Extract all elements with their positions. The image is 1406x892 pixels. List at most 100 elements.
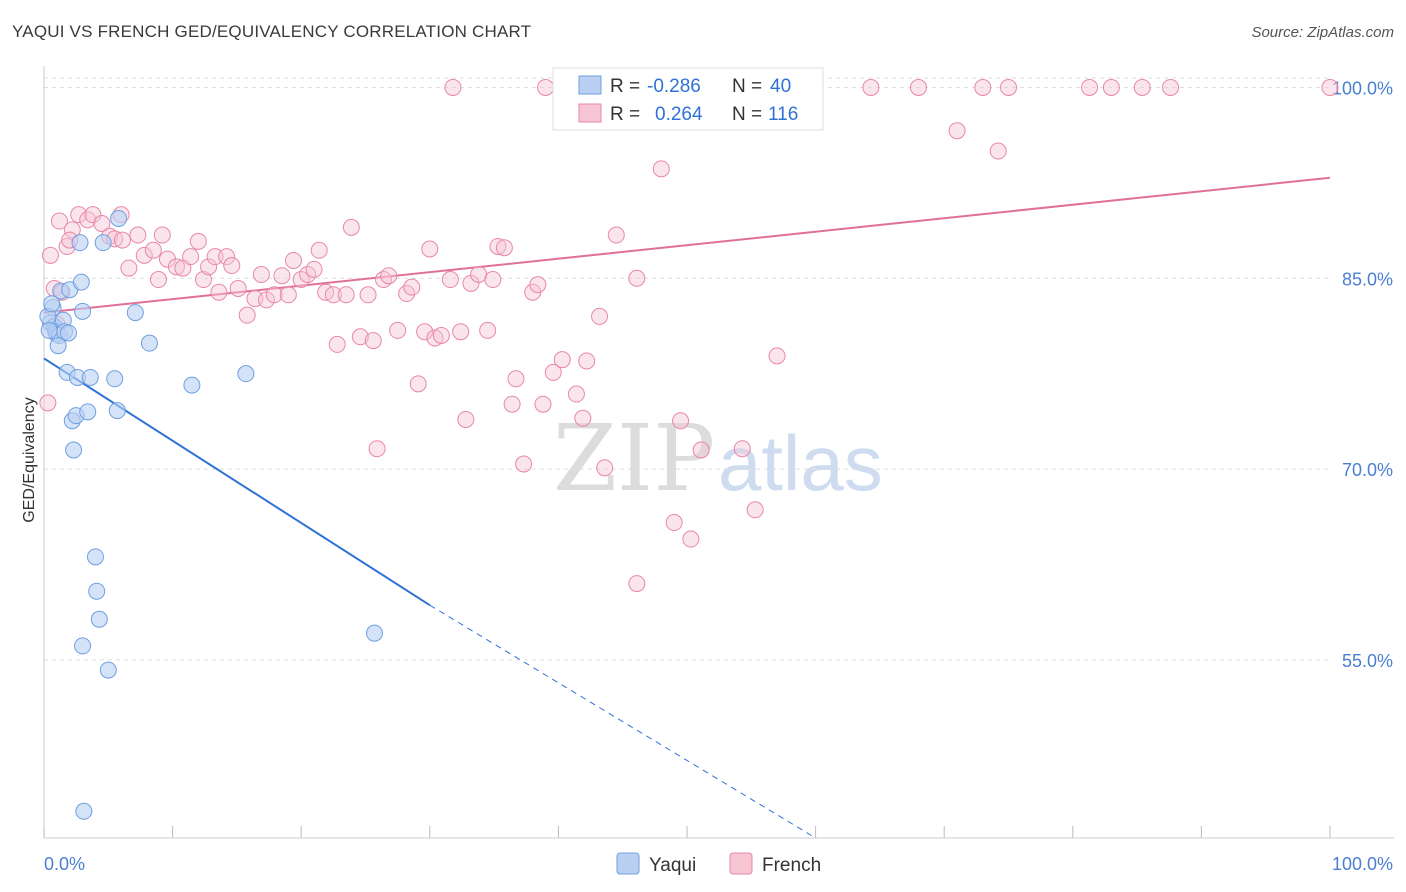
french-point [628, 575, 646, 593]
french-point [273, 267, 291, 285]
yaqui-trend-extension [429, 604, 816, 839]
yaqui-points [39, 209, 384, 820]
french-point [210, 283, 228, 301]
yaqui-point [75, 802, 93, 820]
french-point [544, 363, 562, 381]
french-point [421, 240, 439, 258]
french-point [93, 215, 111, 233]
french-point [574, 409, 592, 427]
french-point [305, 260, 323, 278]
yaqui-point [106, 370, 124, 388]
french-point [223, 257, 241, 275]
yaqui-point [99, 661, 117, 679]
french-point [364, 332, 382, 350]
yaqui-trend-line [43, 357, 431, 607]
french-point [733, 440, 751, 458]
yaqui-point [126, 304, 144, 322]
trend-lines [43, 176, 1331, 839]
french-point [218, 248, 236, 266]
french-point [167, 258, 185, 276]
french-point [489, 237, 507, 255]
french-point [135, 246, 153, 264]
yaqui-legend-swatch [578, 75, 602, 95]
french-point [974, 78, 992, 96]
french-r-value: 0.264 [655, 104, 703, 125]
french-point [479, 321, 497, 339]
french-r-label: R = [610, 104, 640, 125]
yaqui-point [59, 324, 77, 342]
french-point [1162, 78, 1180, 96]
french-point [129, 226, 147, 244]
french-point [389, 321, 407, 339]
french-point [692, 441, 710, 459]
french-point [578, 352, 596, 370]
french-point [1000, 78, 1017, 96]
legend-french-label: French [762, 855, 821, 876]
french-trend-line [43, 176, 1331, 314]
french-point [403, 278, 421, 296]
y-tick-labels: 55.0% 70.0% 85.0% 100.0% [1332, 78, 1393, 670]
french-point [328, 335, 346, 353]
yaqui-point [65, 441, 83, 459]
french-point [507, 370, 525, 388]
yaqui-point [88, 582, 106, 600]
french-point [607, 226, 625, 244]
french-point [149, 271, 167, 289]
chart-title: YAQUI VS FRENCH GED/EQUIVALENCY CORRELAT… [12, 22, 532, 41]
yaqui-point [74, 302, 92, 320]
french-point [194, 271, 212, 289]
watermark: ZIP atlas [553, 405, 883, 512]
french-point [652, 160, 670, 178]
yaqui-point [237, 365, 255, 383]
french-point [567, 385, 585, 403]
yaqui-point [49, 337, 67, 355]
y-tick-label: 55.0% [1342, 651, 1393, 671]
french-point [909, 78, 927, 96]
french-point [153, 226, 171, 244]
french-point [534, 395, 552, 413]
yaqui-point [140, 334, 158, 352]
french-point [1321, 78, 1339, 96]
source-label: Source: ZipAtlas.com [1251, 24, 1394, 41]
french-point [70, 206, 88, 224]
series-legend: Yaqui French [616, 852, 821, 876]
french-point [591, 307, 609, 325]
french-point [1081, 78, 1099, 96]
french-point [39, 394, 57, 412]
french-point [665, 514, 683, 532]
french-point [628, 269, 646, 287]
legend-french-swatch [729, 852, 753, 875]
french-point [862, 78, 880, 96]
french-point [432, 327, 450, 345]
french-point [368, 440, 386, 458]
french-point [1102, 78, 1120, 96]
yaqui-r-value: -0.286 [647, 76, 701, 97]
french-point [238, 306, 256, 324]
french-point [484, 271, 502, 289]
french-point [529, 276, 547, 294]
legend-yaqui-label: Yaqui [649, 855, 696, 876]
yaqui-point [366, 624, 384, 642]
yaqui-r-label: R = [610, 76, 640, 97]
french-point [553, 351, 571, 369]
french-point [416, 323, 434, 341]
french-point [444, 78, 462, 96]
french-point [503, 395, 521, 413]
french-point [537, 78, 555, 96]
y-tick-label: 100.0% [1332, 78, 1393, 98]
french-point [1133, 78, 1151, 96]
french-legend-swatch [578, 103, 602, 123]
french-point [351, 328, 369, 346]
y-tick-label: 70.0% [1342, 460, 1393, 480]
french-point [470, 265, 488, 283]
french-point [337, 286, 355, 304]
french-point [441, 271, 459, 289]
yaqui-point [90, 610, 108, 628]
french-point [359, 286, 377, 304]
watermark-atlas: atlas [718, 419, 883, 507]
french-point [310, 241, 328, 259]
french-point [189, 232, 207, 250]
french-point [284, 251, 302, 269]
yaqui-point [183, 376, 201, 394]
french-point [380, 267, 398, 285]
